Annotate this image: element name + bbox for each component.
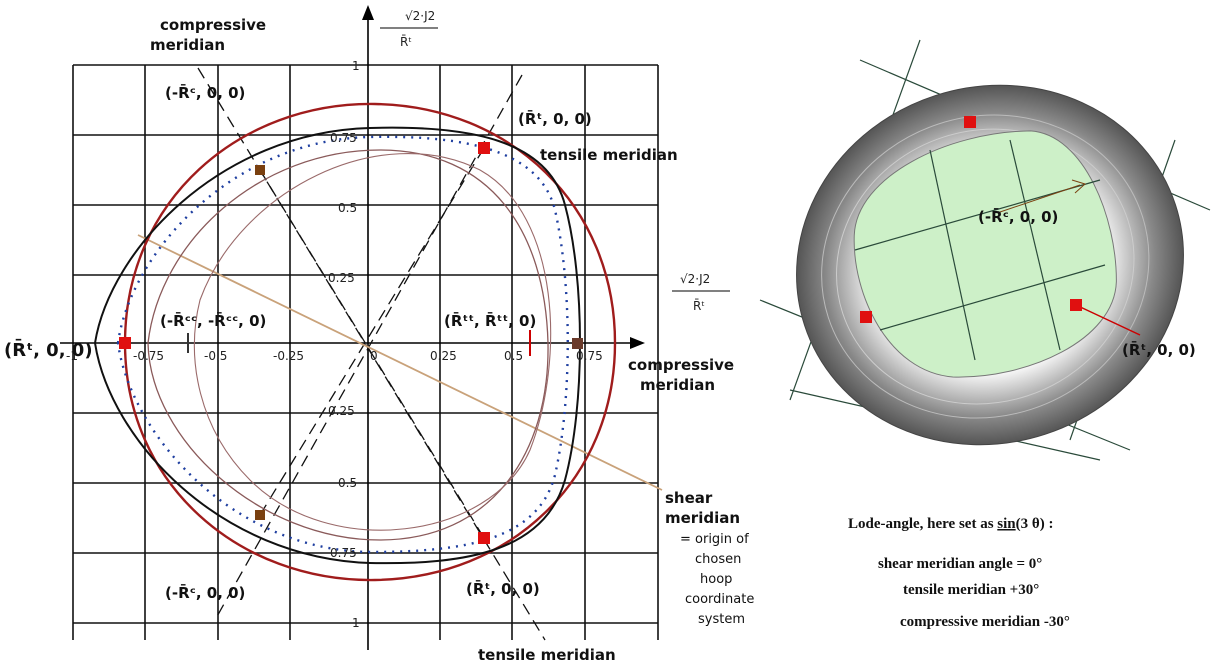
- surface: [796, 84, 1184, 446]
- arrow: [630, 337, 645, 349]
- axis-label: R̄ᵗ: [693, 299, 705, 313]
- y-tick-label: 0.5: [338, 201, 357, 215]
- annotation: tensile meridian: [478, 646, 616, 664]
- y-tick-label: 0.75: [330, 131, 357, 145]
- legend-line: tensile meridian +30°: [903, 582, 1039, 598]
- annotation: meridian: [150, 36, 225, 54]
- axis-label: √2·J2: [680, 272, 710, 286]
- dotted-curve: [116, 135, 569, 554]
- axis-label: √2·J2: [405, 9, 435, 23]
- x-tick-label: -0.25: [273, 349, 304, 363]
- x-tick-label: 0.75: [576, 349, 603, 363]
- x-tick-label: 0.25: [430, 349, 457, 363]
- legend-title: Lode-angle, here set as sin(3 θ) :: [848, 516, 1053, 532]
- grid: [72, 64, 659, 640]
- arrow: [362, 5, 374, 20]
- annotation: tensile meridian: [540, 146, 678, 164]
- thin-curve: [147, 149, 549, 541]
- shear-meridian-line: [137, 234, 663, 491]
- arrow: [999, 184, 1081, 213]
- annotation: meridian: [665, 509, 740, 527]
- y-tick-label: 1: [352, 59, 360, 73]
- arrow: [1071, 179, 1086, 194]
- annotation: (-R̄ᶜᶜ, -R̄ᶜᶜ, 0): [160, 310, 266, 330]
- annotation: (R̄ᵗ, 0, 0): [518, 108, 592, 128]
- annotation: (R̄ᵗ, 0, 0): [1122, 339, 1196, 359]
- y-tick-label: 1: [352, 616, 360, 630]
- surface-markers: [860, 116, 1082, 323]
- legend-title-text: Lode-angle, here set as: [848, 516, 994, 532]
- annotation: coordinate: [685, 592, 754, 607]
- annotation: (R̄ᵗ, 0, 0): [466, 578, 540, 598]
- thin-curve: [193, 153, 552, 531]
- annotation: system: [698, 612, 745, 627]
- annotation: shear: [665, 489, 713, 507]
- annotation: compressive: [628, 356, 734, 374]
- red-curve: [123, 102, 617, 582]
- x-tick-label: 0.5: [504, 349, 523, 363]
- annotation: (-R̄ᶜ, 0, 0): [978, 206, 1058, 226]
- y-tick-label: 0.25: [328, 404, 355, 418]
- annotation: (-R̄ᶜ, 0, 0): [165, 82, 245, 102]
- annotation: hoop: [700, 572, 732, 587]
- x-tick-label: -1: [66, 349, 78, 363]
- markers: [119, 142, 583, 544]
- annotation: meridian: [640, 376, 715, 394]
- x-tick-label: -0.5: [204, 349, 227, 363]
- annotation: compressive: [160, 16, 266, 34]
- legend-func: sin: [997, 516, 1016, 532]
- black-curve: [93, 126, 581, 565]
- legend-line: compressive meridian -30°: [900, 614, 1070, 630]
- y-tick-label: 0.75: [330, 546, 357, 560]
- y-ticks: 1 0.75 0.5 0.25 0.25 0.5 0.75 1: [328, 59, 360, 630]
- annotation: (-R̄ᶜ, 0, 0): [165, 582, 245, 602]
- y-tick-label: 0.5: [338, 476, 357, 490]
- annotation: = origin of: [680, 532, 749, 547]
- x-tick-label: 0: [370, 349, 378, 363]
- y-tick-label: 0.25: [328, 271, 355, 285]
- legend-arg: (3 θ) :: [1016, 516, 1054, 532]
- annotation: (R̄ᵗᵗ, R̄ᵗᵗ, 0): [444, 310, 536, 330]
- annotation: (R̄ᵗ, 0, 0): [4, 339, 93, 361]
- leader: [1075, 304, 1141, 336]
- x-tick-label: -0.75: [133, 349, 164, 363]
- legend-line: shear meridian angle = 0°: [878, 556, 1042, 572]
- x-ticks: -1 -0.75 -0.5 -0.25 0 0.25 0.5 0.75: [66, 349, 603, 363]
- annotation: chosen: [695, 552, 741, 567]
- axis-label: R̄ᵗ: [400, 35, 412, 49]
